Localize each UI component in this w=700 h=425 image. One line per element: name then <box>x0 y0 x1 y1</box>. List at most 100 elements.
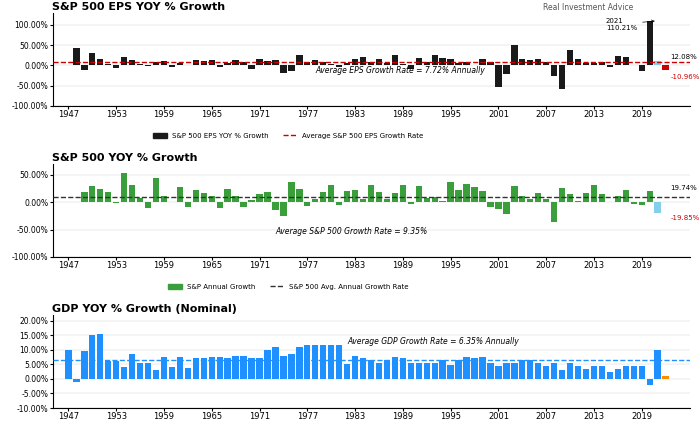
Bar <box>638 65 645 71</box>
Bar <box>447 365 454 379</box>
Bar <box>654 202 661 213</box>
Bar <box>352 59 358 65</box>
Bar <box>89 53 95 65</box>
Bar <box>312 346 318 379</box>
Bar <box>647 21 653 65</box>
Bar <box>583 193 589 202</box>
Bar <box>280 65 286 73</box>
Bar <box>344 191 350 202</box>
Bar <box>503 202 510 214</box>
Bar <box>216 357 223 379</box>
Bar <box>272 202 279 210</box>
Bar <box>543 199 550 202</box>
Bar <box>97 59 104 65</box>
Bar <box>248 65 255 69</box>
Bar <box>328 184 335 202</box>
Bar <box>416 363 422 379</box>
Text: 2021
110.21%: 2021 110.21% <box>606 18 654 31</box>
Bar <box>272 347 279 379</box>
Bar <box>256 357 262 379</box>
Bar <box>543 366 550 379</box>
Bar <box>240 356 247 379</box>
Bar <box>480 191 486 202</box>
Bar <box>495 202 502 209</box>
Bar <box>312 199 318 202</box>
Bar <box>97 334 104 379</box>
Bar <box>424 198 430 202</box>
Bar <box>121 57 127 65</box>
Bar <box>662 376 668 379</box>
Bar <box>519 196 526 202</box>
Bar <box>622 190 629 202</box>
Bar <box>511 45 517 65</box>
Bar <box>129 184 135 202</box>
Bar <box>176 187 183 202</box>
Legend: S&P Annual Growth, S&P 500 Avg. Annual Growth Rate: S&P Annual Growth, S&P 500 Avg. Annual G… <box>165 281 412 293</box>
Bar <box>352 190 358 202</box>
Bar <box>352 356 358 379</box>
Text: S&P 500 YOY % Growth: S&P 500 YOY % Growth <box>52 153 198 163</box>
Bar <box>193 190 199 202</box>
Bar <box>480 357 486 379</box>
Bar <box>567 363 573 379</box>
Bar <box>503 363 510 379</box>
Bar <box>431 363 438 379</box>
Bar <box>431 55 438 65</box>
Bar <box>216 65 223 67</box>
Bar <box>328 64 335 65</box>
Bar <box>320 192 326 202</box>
Text: S&P 500 EPS YOY % Growth: S&P 500 EPS YOY % Growth <box>52 2 225 12</box>
Bar <box>344 62 350 65</box>
Bar <box>463 62 470 65</box>
Bar <box>607 371 613 379</box>
Bar <box>240 62 247 65</box>
Bar <box>360 199 366 202</box>
Bar <box>360 57 366 65</box>
Bar <box>121 173 127 202</box>
Bar <box>336 65 342 68</box>
Bar <box>511 363 517 379</box>
Bar <box>368 184 374 202</box>
Bar <box>598 195 605 202</box>
Bar <box>153 178 159 202</box>
Bar <box>527 199 533 202</box>
Bar <box>296 189 302 202</box>
Bar <box>201 193 207 202</box>
Bar <box>193 358 199 379</box>
Bar <box>137 198 144 202</box>
Bar <box>591 184 597 202</box>
Bar <box>336 346 342 379</box>
Bar <box>376 192 382 202</box>
Bar <box>607 65 613 67</box>
Bar <box>654 350 661 379</box>
Bar <box>400 184 406 202</box>
Bar <box>74 379 80 382</box>
Legend: S&P 500 EPS YOY % Growth, Average S&P 500 EPS Growth Rate: S&P 500 EPS YOY % Growth, Average S&P 50… <box>150 130 426 142</box>
Bar <box>312 60 318 65</box>
Bar <box>280 202 286 216</box>
Bar <box>288 182 295 202</box>
Bar <box>376 363 382 379</box>
Bar <box>328 345 335 379</box>
Bar <box>583 63 589 65</box>
Bar <box>232 60 239 65</box>
Bar <box>360 358 366 379</box>
Bar <box>495 366 502 379</box>
Bar <box>567 194 573 202</box>
Bar <box>463 357 470 379</box>
Bar <box>232 356 239 379</box>
Bar <box>153 62 159 65</box>
Bar <box>161 357 167 379</box>
Bar <box>105 64 111 65</box>
Text: Average GDP Growth Rate = 6.35% Annually: Average GDP Growth Rate = 6.35% Annually <box>347 337 519 346</box>
Bar <box>575 201 581 202</box>
Text: -19.85%: -19.85% <box>671 215 699 221</box>
Bar <box>400 64 406 65</box>
Bar <box>81 65 88 70</box>
Bar <box>559 188 566 202</box>
Bar <box>137 363 144 379</box>
Bar <box>320 345 326 379</box>
Text: 19.74%: 19.74% <box>671 184 697 191</box>
Bar <box>519 59 526 65</box>
Bar <box>424 363 430 379</box>
